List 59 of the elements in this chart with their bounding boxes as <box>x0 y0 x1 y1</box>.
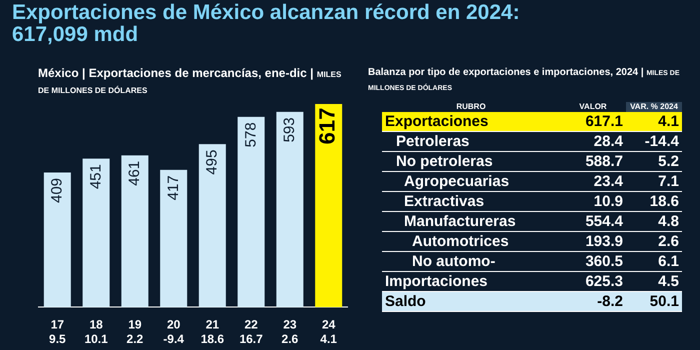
bar <box>276 112 304 308</box>
x-tick-label: 20 -9.4 <box>163 318 184 346</box>
text: 4.5 <box>626 272 682 292</box>
text: RUBRO <box>455 102 487 112</box>
text: 18.6 <box>626 192 682 212</box>
text: 50.1 <box>626 292 682 312</box>
bar <box>198 144 226 308</box>
text: México | Exportaciones de mercancías, ene-dic | MILES DE MILLONES DE DÓLARES <box>38 66 342 95</box>
text: 10.9 <box>560 192 626 212</box>
text: Automotrices <box>382 232 560 252</box>
bar <box>82 158 110 308</box>
bar <box>160 170 188 308</box>
text: 625.3 <box>560 272 626 292</box>
bar <box>44 172 71 308</box>
bar <box>121 155 148 308</box>
text: 28.4 <box>560 132 626 152</box>
text: 7.1 <box>626 172 682 192</box>
data-label: 451 <box>87 164 104 190</box>
text: VAR. % 2024 <box>626 102 682 112</box>
x-tick-label: 22 16.7 <box>239 318 264 346</box>
text: 23.4 <box>560 172 626 192</box>
data-label: 461 <box>126 160 144 186</box>
data-label: 617 <box>314 108 340 144</box>
text: Saldo <box>382 292 560 312</box>
bar <box>238 116 265 308</box>
x-tick-label: 17 9.5 <box>49 318 66 346</box>
text: 4.8 <box>626 212 682 232</box>
text: 617.1 <box>560 112 626 132</box>
text: Petroleras <box>382 132 560 152</box>
text: VALOR <box>578 102 608 112</box>
text: 2.6 <box>626 232 682 252</box>
text: No automo- <box>382 252 560 272</box>
text: -14.4 <box>626 132 682 152</box>
text: 6.1 <box>626 252 682 272</box>
data-label: 409 <box>48 178 66 204</box>
text: 588.7 <box>560 152 626 172</box>
data-label: 578 <box>242 122 260 148</box>
x-tick-label: 24 4.1 <box>320 318 338 346</box>
data-label: 593 <box>281 117 298 142</box>
text: No petroleras <box>382 152 560 172</box>
text: 193.9 <box>560 232 626 252</box>
text: Agropecuarias <box>382 172 560 192</box>
bar <box>315 104 342 308</box>
x-tick-label: 21 18.6 <box>200 318 224 346</box>
text: 5.2 <box>626 152 682 172</box>
x-tick-label: 23 2.6 <box>282 318 299 346</box>
text: -8.2 <box>560 292 626 312</box>
x-tick-label: 18 10.1 <box>84 318 108 346</box>
text: Extractivas <box>382 192 560 212</box>
data-label: 495 <box>204 150 221 175</box>
text: 360.5 <box>560 252 626 272</box>
text: Manufactureras <box>382 212 560 232</box>
text: Importaciones <box>382 272 560 292</box>
text: Exportaciones <box>382 112 560 132</box>
text: 554.4 <box>560 212 626 232</box>
text: 4.1 <box>626 112 682 132</box>
data-label: 417 <box>164 175 182 200</box>
chart-title: Exportaciones de México alcanzan récord en 2024: 617,099 mdd <box>12 1 521 46</box>
x-tick-label: 19 2.2 <box>126 318 144 346</box>
